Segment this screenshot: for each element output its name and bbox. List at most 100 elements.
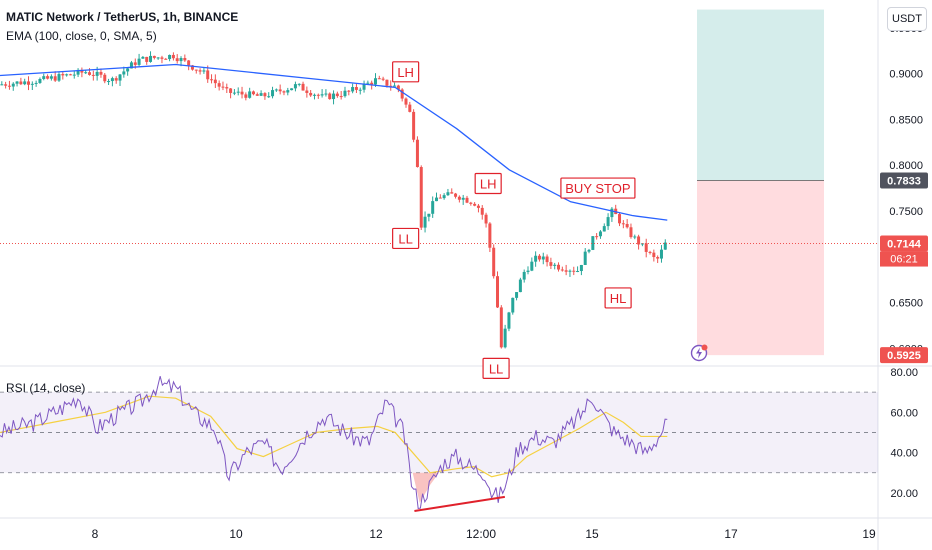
candle-body[interactable]	[663, 242, 667, 250]
candle-body[interactable]	[492, 247, 496, 277]
candle-body[interactable]	[251, 91, 255, 95]
candle-body[interactable]	[156, 57, 160, 59]
candle-body[interactable]	[126, 68, 130, 72]
candle-body[interactable]	[240, 91, 244, 95]
candle-body[interactable]	[457, 196, 461, 200]
candle-body[interactable]	[149, 55, 153, 62]
candle-body[interactable]	[91, 74, 95, 76]
candle-body[interactable]	[30, 83, 34, 85]
candle-body[interactable]	[15, 81, 19, 84]
candle-body[interactable]	[244, 94, 248, 98]
candle-body[interactable]	[351, 87, 355, 92]
candle-body[interactable]	[618, 214, 622, 224]
candle-body[interactable]	[400, 89, 404, 99]
annotation-box[interactable]	[392, 61, 420, 83]
ema-indicator-label[interactable]: EMA (100, close, 0, SMA, 5)	[6, 29, 157, 43]
annotation-box[interactable]	[474, 172, 502, 195]
candle-body[interactable]	[408, 104, 412, 112]
candle-body[interactable]	[629, 227, 633, 238]
candle-body[interactable]	[332, 93, 336, 100]
candle-body[interactable]	[659, 249, 663, 259]
candle-body[interactable]	[213, 79, 217, 84]
rsi-indicator-label[interactable]: RSI (14, close)	[6, 381, 86, 395]
candle-body[interactable]	[339, 96, 343, 98]
stop-zone[interactable]	[697, 180, 824, 356]
candle-body[interactable]	[427, 213, 431, 217]
candle-body[interactable]	[194, 69, 198, 71]
candle-body[interactable]	[84, 72, 88, 74]
candle-body[interactable]	[358, 89, 362, 91]
candle-body[interactable]	[496, 276, 500, 308]
candle-body[interactable]	[606, 217, 610, 227]
candle-body[interactable]	[229, 88, 233, 93]
candle-body[interactable]	[373, 78, 377, 85]
candle-body[interactable]	[34, 82, 38, 84]
candle-body[interactable]	[652, 252, 656, 258]
candle-body[interactable]	[484, 214, 488, 224]
candle-body[interactable]	[499, 307, 503, 348]
candle-body[interactable]	[141, 56, 145, 59]
candle-body[interactable]	[572, 270, 576, 272]
candle-body[interactable]	[438, 197, 442, 199]
candle-body[interactable]	[473, 203, 477, 206]
candle-body[interactable]	[434, 197, 438, 202]
candle-body[interactable]	[541, 256, 545, 260]
candle-body[interactable]	[446, 192, 450, 196]
candle-body[interactable]	[343, 90, 347, 97]
candle-body[interactable]	[377, 78, 381, 80]
candle-body[interactable]	[480, 207, 484, 215]
candle-body[interactable]	[320, 94, 324, 96]
candle-body[interactable]	[145, 56, 149, 62]
candle-body[interactable]	[633, 236, 637, 238]
candle-body[interactable]	[72, 74, 76, 76]
candle-body[interactable]	[476, 205, 480, 208]
candle-body[interactable]	[103, 74, 107, 82]
candle-body[interactable]	[301, 83, 305, 91]
candle-body[interactable]	[328, 93, 332, 100]
candle-body[interactable]	[419, 167, 423, 228]
candle-body[interactable]	[286, 90, 290, 93]
candle-body[interactable]	[80, 69, 84, 73]
candle-body[interactable]	[591, 236, 595, 250]
candle-body[interactable]	[503, 328, 507, 348]
candle-body[interactable]	[610, 208, 614, 218]
candle-body[interactable]	[210, 79, 214, 81]
candle-body[interactable]	[53, 76, 57, 81]
candle-body[interactable]	[560, 269, 564, 271]
candle-body[interactable]	[7, 85, 11, 87]
candle-body[interactable]	[366, 82, 370, 84]
candle-body[interactable]	[221, 86, 225, 88]
candle-body[interactable]	[557, 264, 561, 270]
candle-body[interactable]	[133, 62, 137, 65]
candle-body[interactable]	[23, 81, 27, 85]
candle-body[interactable]	[11, 83, 15, 87]
candle-body[interactable]	[248, 91, 252, 98]
candle-body[interactable]	[454, 193, 458, 197]
candle-body[interactable]	[305, 90, 309, 93]
candle-body[interactable]	[621, 223, 625, 225]
candle-body[interactable]	[42, 76, 46, 80]
candle-body[interactable]	[568, 270, 572, 272]
candle-body[interactable]	[549, 262, 553, 266]
candle-body[interactable]	[160, 57, 164, 59]
candle-body[interactable]	[38, 79, 42, 83]
candle-body[interactable]	[225, 87, 229, 89]
candle-body[interactable]	[114, 78, 118, 81]
candle-body[interactable]	[656, 257, 660, 259]
candle-body[interactable]	[526, 270, 530, 272]
candle-body[interactable]	[27, 81, 31, 85]
candle-body[interactable]	[602, 226, 606, 232]
candle-body[interactable]	[76, 69, 80, 75]
candle-body[interactable]	[648, 251, 652, 253]
candle-body[interactable]	[65, 74, 69, 76]
candle-body[interactable]	[564, 270, 568, 272]
candle-body[interactable]	[267, 96, 271, 98]
candle-body[interactable]	[68, 74, 72, 76]
annotation-box[interactable]	[560, 177, 636, 199]
rsi-line[interactable]	[0, 376, 668, 509]
candle-body[interactable]	[587, 249, 591, 252]
candle-body[interactable]	[507, 312, 511, 329]
candle-body[interactable]	[415, 139, 419, 168]
candle-body[interactable]	[534, 255, 538, 262]
